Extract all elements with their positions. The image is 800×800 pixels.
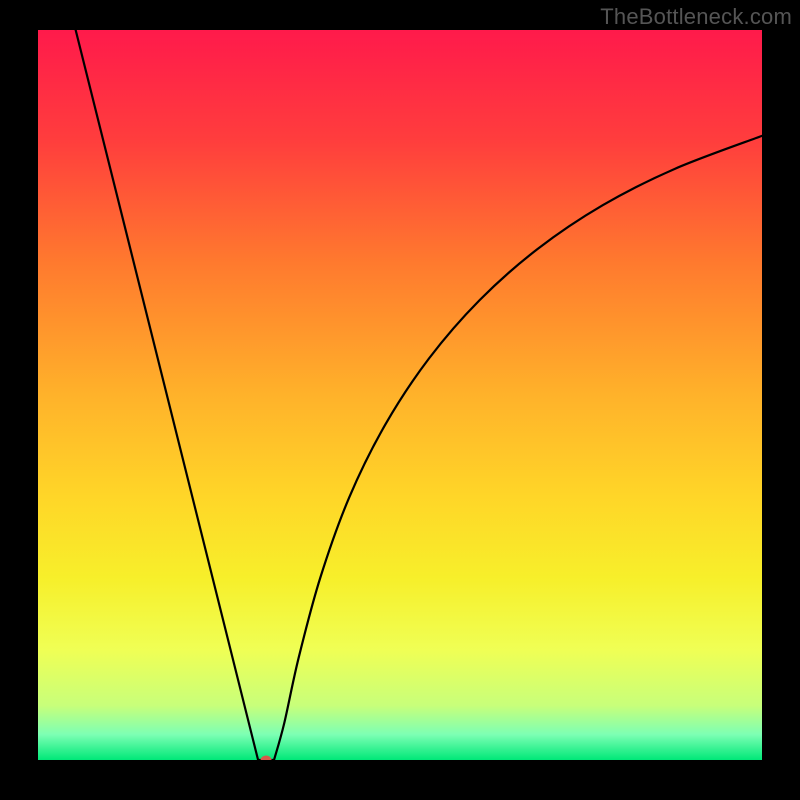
watermark-text: TheBottleneck.com xyxy=(600,4,792,30)
chart-stage: TheBottleneck.com xyxy=(0,0,800,800)
gradient-plot-area xyxy=(38,30,762,760)
bottleneck-chart-svg xyxy=(0,0,800,800)
